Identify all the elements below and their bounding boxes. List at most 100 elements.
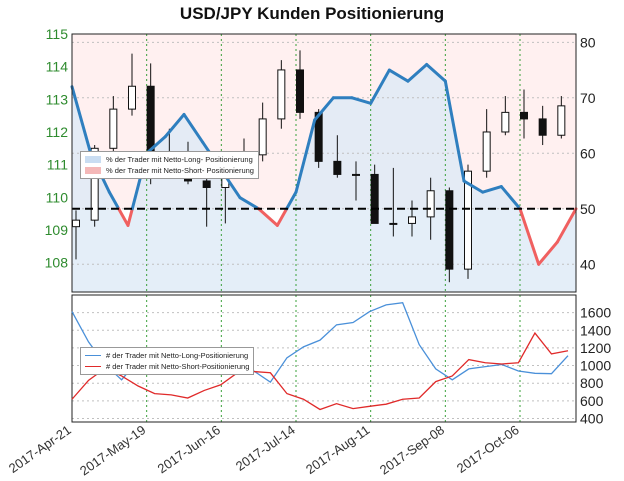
candlestick — [482, 109, 491, 178]
net-long-percent-segment — [294, 118, 317, 194]
candle-body — [109, 108, 118, 149]
candle-body — [352, 173, 360, 176]
net-long-percent-segment — [443, 79, 466, 183]
right-axis-tick-label: 1400 — [580, 322, 611, 338]
candlestick — [333, 135, 342, 178]
candle-body — [557, 105, 566, 136]
right-axis-tick-label: 80 — [580, 34, 596, 50]
candlestick — [408, 200, 416, 237]
x-axis-tick-label: 2017-Sep-08 — [377, 422, 447, 477]
net-long-percent-segment — [387, 68, 410, 83]
candlestick — [557, 96, 566, 139]
net-long-percent-segment — [275, 207, 289, 227]
candle-body — [314, 111, 323, 162]
candle-body — [370, 173, 379, 224]
net-long-percent-segment — [70, 85, 93, 155]
chart-title: USD/JPY Kunden Positionierung — [179, 4, 445, 23]
legend-item-net-long: % der Trader mit Netto-Long- Positionier… — [85, 154, 254, 165]
candle-body — [72, 219, 80, 228]
net-long-percent-segment — [285, 190, 298, 211]
candlestick — [109, 96, 118, 159]
legend-label-net-long: % der Trader mit Netto-Long- Positionier… — [106, 155, 253, 164]
net-long-percent-segment — [537, 240, 559, 266]
left-axis-tick-label: 115 — [46, 26, 69, 42]
candlestick — [520, 89, 528, 139]
candlestick — [352, 161, 360, 201]
net-long-percent-segment — [182, 112, 205, 144]
left-axis-tick-label: 112 — [46, 124, 69, 140]
net-long-percent-segment — [117, 207, 130, 227]
legend-item-long-count: # der Trader mit Netto-Long-Positionieru… — [85, 350, 249, 361]
legend-label-long-count: # der Trader mit Netto-Long-Positionieru… — [106, 351, 249, 360]
net-long-percent-segment — [369, 68, 391, 105]
net-long-percent-segment — [126, 207, 134, 227]
right-axis-tick-label: 70 — [580, 90, 596, 106]
candle-body — [202, 180, 211, 188]
candle-body — [333, 160, 342, 175]
legend-label-short-count: # der Trader mit Netto-Short-Positionier… — [106, 362, 250, 371]
candlestick — [501, 96, 510, 136]
candle-body — [90, 147, 99, 221]
candlestick — [538, 105, 547, 146]
net-long-percent-segment — [313, 96, 335, 122]
candlestick — [389, 167, 398, 237]
long-count-line-sample — [85, 355, 101, 356]
net-short-count-line — [71, 331, 569, 411]
candle-body — [501, 111, 510, 133]
net-long-percent-segment — [462, 179, 485, 194]
candle-body — [389, 222, 398, 225]
x-axis-tick-label: 2017-Oct-06 — [454, 422, 522, 476]
x-axis: 2017-Apr-21 2017-May-19 2017-Jun-16 2017-Ju… — [6, 422, 522, 478]
candlestick — [314, 109, 323, 168]
net-long-percent-segment — [518, 207, 541, 266]
right-axis-tick-label: 1200 — [580, 340, 611, 356]
left-axis-tick-label: 109 — [45, 222, 69, 238]
candle-body — [464, 170, 472, 270]
x-axis-tick-label: 2017-Aug-11 — [303, 422, 372, 477]
left-axis-tick-label: 114 — [46, 59, 69, 75]
right-axis-tick-label: 60 — [580, 145, 596, 161]
net-long-percent-segment — [257, 207, 279, 227]
x-axis-tick-label: 2017-May-19 — [77, 422, 148, 478]
top-panel-frame — [71, 33, 577, 293]
net-long-percent-segment — [425, 63, 447, 83]
net-long-percent-segment — [145, 135, 167, 155]
candle-body — [258, 118, 267, 156]
x-axis-tick-label: 2017-Jun-16 — [155, 422, 223, 476]
candle-body — [296, 69, 304, 113]
candlestick — [258, 102, 267, 162]
candle-body — [445, 190, 454, 270]
right-axis-tick-label: 1600 — [580, 305, 611, 321]
candlestick — [277, 60, 286, 129]
bottom-panel-frame — [71, 294, 577, 423]
candlestick — [296, 50, 304, 119]
x-axis-tick-label: 2017-Apr-21 — [6, 422, 74, 476]
net-long-percent-segment — [481, 185, 503, 194]
candle-body — [146, 85, 155, 156]
x-axis-tick-label: 2017-Jul-14 — [233, 422, 298, 474]
candlestick — [370, 164, 379, 224]
net-long-swatch — [85, 156, 101, 163]
candle-body — [128, 85, 136, 110]
candle-body — [520, 111, 528, 120]
candle-body — [277, 69, 286, 120]
net-long-percent-segment — [406, 63, 429, 83]
right-axis-tick-label: 1000 — [580, 358, 611, 374]
left-axis-tick-label: 111 — [47, 157, 68, 173]
net-short-swatch — [85, 167, 101, 174]
net-long-percent-segment — [163, 112, 186, 139]
right-axis-tick-label: 400 — [580, 410, 604, 426]
candle-body — [482, 131, 491, 172]
left-axis-tick-label: 113 — [46, 91, 69, 107]
right-axis-tick-label: 40 — [580, 256, 596, 272]
left-axis-tick-label: 110 — [46, 189, 69, 205]
legend-item-net-short: % der Trader mit Netto-Short- Positionie… — [85, 165, 254, 176]
net-long-percent-segment — [238, 196, 261, 211]
trader-count-legend: # der Trader mit Netto-Long-Positionieru… — [80, 347, 255, 375]
legend-item-short-count: # der Trader mit Netto-Short-Positionier… — [85, 361, 249, 372]
net-long-percent-segment — [499, 185, 522, 211]
right-axis-tick-label: 50 — [580, 201, 596, 217]
candlestick — [128, 53, 136, 116]
